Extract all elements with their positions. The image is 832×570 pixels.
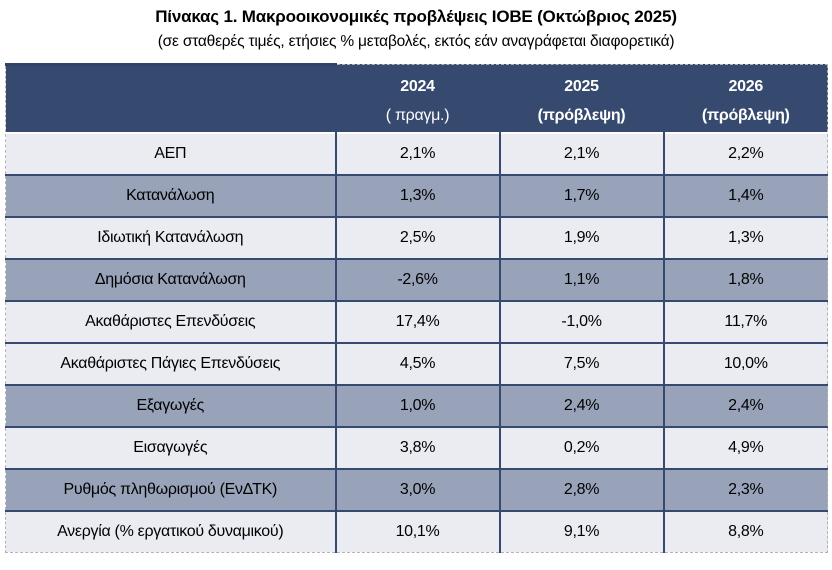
table-row-exports: Εξαγωγές 1,0% 2,4% 2,4% xyxy=(5,383,828,427)
row-label: Ακαθάριστες Επενδύσεις xyxy=(5,299,336,343)
column-year: 2025 xyxy=(564,77,599,95)
value-cell: 2,1% xyxy=(498,131,664,175)
row-label: ΑΕΠ xyxy=(5,131,336,175)
table-body: ΑΕΠ 2,1% 2,1% 2,2% Κατανάλωση 1,3% 1,7% … xyxy=(5,131,828,553)
table-row-public-consumption: Δημόσια Κατανάλωση -2,6% 1,1% 1,8% xyxy=(5,257,828,301)
macro-forecast-table: 2024 ( πραγμ.) 2025 (πρόβλεψη) 2026 (πρό… xyxy=(5,62,828,553)
value-cell: 10,0% xyxy=(662,341,828,385)
table-row-unemployment: Ανεργία (% εργατικού δυναμικού) 10,1% 9,… xyxy=(5,509,828,553)
table-row-gross-investment: Ακαθάριστες Επενδύσεις 17,4% -1,0% 11,7% xyxy=(5,299,828,343)
value-cell: 1,8% xyxy=(662,257,828,301)
value-cell: 3,8% xyxy=(334,425,500,469)
table-row-private-consumption: Ιδιωτική Κατανάλωση 2,5% 1,9% 1,3% xyxy=(5,215,828,259)
table-row-imports: Εισαγωγές 3,8% 0,2% 4,9% xyxy=(5,425,828,469)
table-subtitle: (σε σταθερές τιμές, ετήσιες % μεταβολές,… xyxy=(157,33,675,51)
row-label: Ακαθάριστες Πάγιες Επενδύσεις xyxy=(5,341,336,385)
column-year: 2024 xyxy=(400,77,435,95)
column-note: ( πραγμ.) xyxy=(385,107,450,125)
value-cell: 1,4% xyxy=(662,173,828,217)
row-label: Ανεργία (% εργατικού δυναμικού) xyxy=(5,509,336,553)
row-label: Ρυθμός πληθωρισμού (ΕνΔΤΚ) xyxy=(5,467,336,511)
value-cell: 4,9% xyxy=(662,425,828,469)
table-row-gross-fixed-investment: Ακαθάριστες Πάγιες Επενδύσεις 4,5% 7,5% … xyxy=(5,341,828,385)
value-cell: 11,7% xyxy=(662,299,828,343)
header-cell-empty xyxy=(5,62,336,133)
value-cell: 2,2% xyxy=(662,131,828,175)
value-cell: 1,7% xyxy=(498,173,664,217)
value-cell: -2,6% xyxy=(334,257,500,301)
table-row-consumption: Κατανάλωση 1,3% 1,7% 1,4% xyxy=(5,173,828,217)
value-cell: 2,4% xyxy=(498,383,664,427)
table-row-gdp: ΑΕΠ 2,1% 2,1% 2,2% xyxy=(5,131,828,175)
value-cell: 2,1% xyxy=(334,131,500,175)
row-label: Εξαγωγές xyxy=(5,383,336,427)
table-row-inflation: Ρυθμός πληθωρισμού (ΕνΔΤΚ) 3,0% 2,8% 2,3… xyxy=(5,467,828,511)
row-label: Εισαγωγές xyxy=(5,425,336,469)
column-year: 2026 xyxy=(728,77,764,95)
value-cell: 0,2% xyxy=(498,425,664,469)
header-cell-2026: 2026 (πρόβλεψη) xyxy=(662,63,828,133)
value-cell: 1,1% xyxy=(498,257,664,301)
value-cell: 10,1% xyxy=(334,509,500,553)
table-header: 2024 ( πραγμ.) 2025 (πρόβλεψη) 2026 (πρό… xyxy=(5,62,828,133)
value-cell: 2,8% xyxy=(498,467,664,511)
header-cell-2024: 2024 ( πραγμ.) xyxy=(334,63,500,133)
value-cell: 1,9% xyxy=(498,215,664,259)
value-cell: 17,4% xyxy=(334,299,500,343)
row-label: Δημόσια Κατανάλωση xyxy=(5,257,336,301)
value-cell: 3,0% xyxy=(334,467,500,511)
row-label: Κατανάλωση xyxy=(5,173,336,217)
value-cell: 4,5% xyxy=(334,341,500,385)
header-row: 2024 ( πραγμ.) 2025 (πρόβλεψη) 2026 (πρό… xyxy=(5,62,828,133)
value-cell: 9,1% xyxy=(498,509,664,553)
value-cell: 1,0% xyxy=(334,383,500,427)
header-cell-2025: 2025 (πρόβλεψη) xyxy=(498,63,664,133)
value-cell: 1,3% xyxy=(662,215,828,259)
value-cell: 2,5% xyxy=(334,215,500,259)
value-cell: 7,5% xyxy=(498,341,664,385)
value-cell: 1,3% xyxy=(334,173,500,217)
value-cell: 8,8% xyxy=(662,509,828,553)
value-cell: 2,4% xyxy=(662,383,828,427)
value-cell: 2,3% xyxy=(662,467,828,511)
column-note: (πρόβλεψη) xyxy=(701,107,790,125)
table-title: Πίνακας 1. Μακροοικονομικές προβλέψεις Ι… xyxy=(155,7,677,26)
column-note: (πρόβλεψη) xyxy=(537,107,626,125)
row-label: Ιδιωτική Κατανάλωση xyxy=(5,215,336,259)
value-cell: -1,0% xyxy=(498,299,664,343)
